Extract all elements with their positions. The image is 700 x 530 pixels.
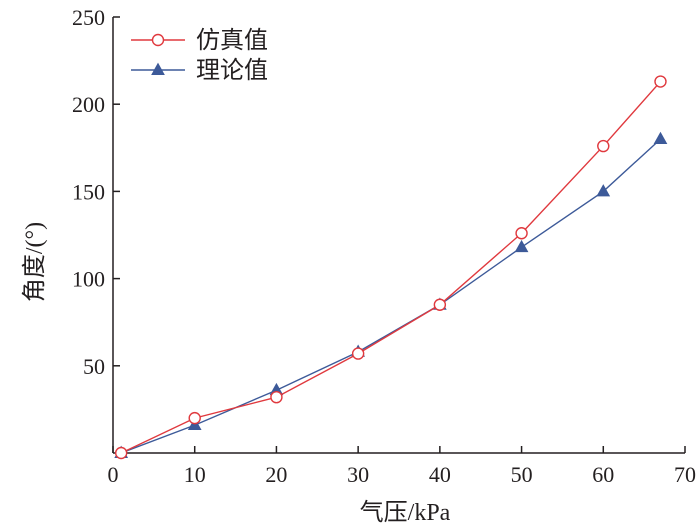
x-tick-label: 0 [108,462,119,487]
data-point [654,75,667,88]
tick-labels: 0 10 20 30 40 50 60 70 50 100 150 200 250 [72,5,696,487]
y-tick-label: 150 [72,179,105,204]
legend-item: 理论值 [131,57,268,84]
data-point [351,347,365,360]
series-layer [114,75,668,460]
legend-marker [151,62,165,75]
y-tick-label: 50 [83,354,105,379]
x-tick-label: 60 [592,462,614,487]
data-point [653,131,668,145]
x-axis-title: 气压/kPa [360,499,451,526]
data-point [596,184,611,197]
y-tick-label: 250 [72,5,105,30]
x-tick-label: 40 [429,462,451,487]
y-tick-label: 100 [72,267,105,292]
data-point [188,411,201,425]
series-simulation [114,75,667,460]
data-point [270,390,283,404]
legend-label: 理论值 [196,57,268,84]
legend-label: 仿真值 [196,27,268,54]
series-line [120,138,661,454]
data-point [514,239,529,253]
axis-ticks [112,16,686,453]
data-point [597,139,610,153]
data-point [114,446,128,460]
x-tick-label: 50 [511,462,533,487]
series-theory [114,131,668,458]
y-tick-label: 200 [72,92,105,117]
x-tick-label: 30 [347,462,369,487]
data-point [433,298,447,311]
x-tick-label: 10 [184,462,206,487]
x-tick-label: 20 [265,462,287,487]
legend-marker [151,33,165,47]
y-axis-title: 角度/(°) [21,222,48,302]
axes [112,17,685,454]
legend-item: 仿真值 [131,27,268,54]
data-point [515,227,528,240]
x-tick-label: 70 [674,462,696,487]
series-line [120,81,662,454]
